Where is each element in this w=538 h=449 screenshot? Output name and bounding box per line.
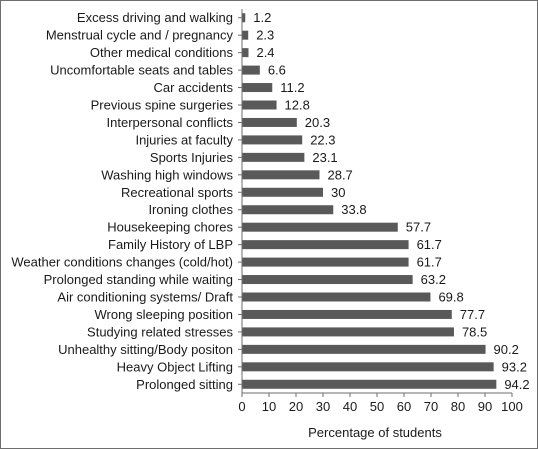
category-label: Recreational sports <box>121 185 233 200</box>
category-label: Heavy Object Lifting <box>117 359 233 374</box>
category-label: Car accidents <box>154 80 234 95</box>
axis-layer: 0 10 20 30 40 50 60 70 80 90 100 <box>238 9 523 414</box>
value-label: 23.1 <box>312 150 337 165</box>
value-label: 77.7 <box>460 307 485 322</box>
value-label: 28.7 <box>327 167 352 182</box>
value-label: 69.8 <box>438 290 463 305</box>
bar <box>242 257 409 267</box>
x-axis-title: Percentage of students <box>308 425 442 440</box>
category-label: Ironing clothes <box>148 202 233 217</box>
category-label: Menstrual cycle and / pregnancy <box>46 28 234 43</box>
x-tick-label: 20 <box>289 399 303 414</box>
category-label: Housekeeping chores <box>107 220 233 235</box>
category-label: Uncomfortable seats and tables <box>50 63 233 78</box>
bar <box>242 48 249 58</box>
value-label: 61.7 <box>417 237 442 252</box>
bar <box>242 117 297 127</box>
value-label: 57.7 <box>406 220 431 235</box>
bar <box>242 13 246 23</box>
bar <box>242 187 323 197</box>
x-tick-label: 100 <box>501 399 523 414</box>
category-label: Sports Injuries <box>150 150 234 165</box>
value-label: 20.3 <box>305 115 330 130</box>
x-tick-label: 0 <box>238 399 245 414</box>
value-label: 63.2 <box>421 272 446 287</box>
x-tick-label: 50 <box>370 399 384 414</box>
value-label: 78.5 <box>462 324 487 339</box>
bar <box>242 379 497 389</box>
x-tick-label: 60 <box>397 399 411 414</box>
bar <box>242 170 320 180</box>
bar <box>242 240 409 250</box>
bar <box>242 275 413 285</box>
category-label: Injuries at faculty <box>135 132 233 147</box>
bar <box>242 327 454 337</box>
category-label: Excess driving and walking <box>77 10 233 25</box>
bar <box>242 205 334 215</box>
bars-layer: 1.2 Excess driving and walking 2.3 Menstrua… <box>11 10 529 392</box>
value-label: 93.2 <box>502 359 527 374</box>
category-label: Air conditioning systems/ Draft <box>57 290 233 305</box>
value-label: 12.8 <box>285 98 310 113</box>
x-tick-label: 30 <box>316 399 330 414</box>
category-label: Washing high windows <box>101 167 233 182</box>
x-tick-label: 80 <box>451 399 465 414</box>
category-label: Family History of LBP <box>108 237 233 252</box>
bar <box>242 83 273 93</box>
category-label: Prolonged sitting <box>136 377 233 392</box>
value-label: 30 <box>331 185 345 200</box>
value-label: 1.2 <box>253 10 271 25</box>
category-label: Prolonged standing while waiting <box>44 272 233 287</box>
value-label: 22.3 <box>310 132 335 147</box>
value-label: 90.2 <box>494 342 519 357</box>
value-label: 61.7 <box>417 255 442 270</box>
bar <box>242 30 249 40</box>
value-label: 94.2 <box>504 377 529 392</box>
value-label: 11.2 <box>280 80 304 95</box>
value-label: 33.8 <box>341 202 366 217</box>
bar <box>242 222 398 232</box>
category-label: Previous spine surgeries <box>91 98 234 113</box>
x-tick-label: 90 <box>478 399 492 414</box>
category-label: Interpersonal conflicts <box>107 115 234 130</box>
x-tick-label: 40 <box>343 399 357 414</box>
category-label: Unhealthy sitting/Body positon <box>58 342 233 357</box>
value-label: 6.6 <box>268 63 286 78</box>
bar <box>242 362 494 372</box>
bar <box>242 344 486 354</box>
bar <box>242 152 305 162</box>
category-label: Studying related stresses <box>87 324 233 339</box>
category-label: Other medical conditions <box>90 45 234 60</box>
category-label: Weather conditions changes (cold/hot) <box>11 255 233 270</box>
bar <box>242 135 303 145</box>
bar <box>242 292 431 302</box>
bar <box>242 65 260 75</box>
x-tick-label: 70 <box>424 399 438 414</box>
value-label: 2.4 <box>256 45 274 60</box>
category-label: Wrong sleeping position <box>94 307 233 322</box>
bar <box>242 309 452 319</box>
value-label: 2.3 <box>256 28 274 43</box>
x-tick-label: 10 <box>262 399 276 414</box>
bar <box>242 100 277 110</box>
